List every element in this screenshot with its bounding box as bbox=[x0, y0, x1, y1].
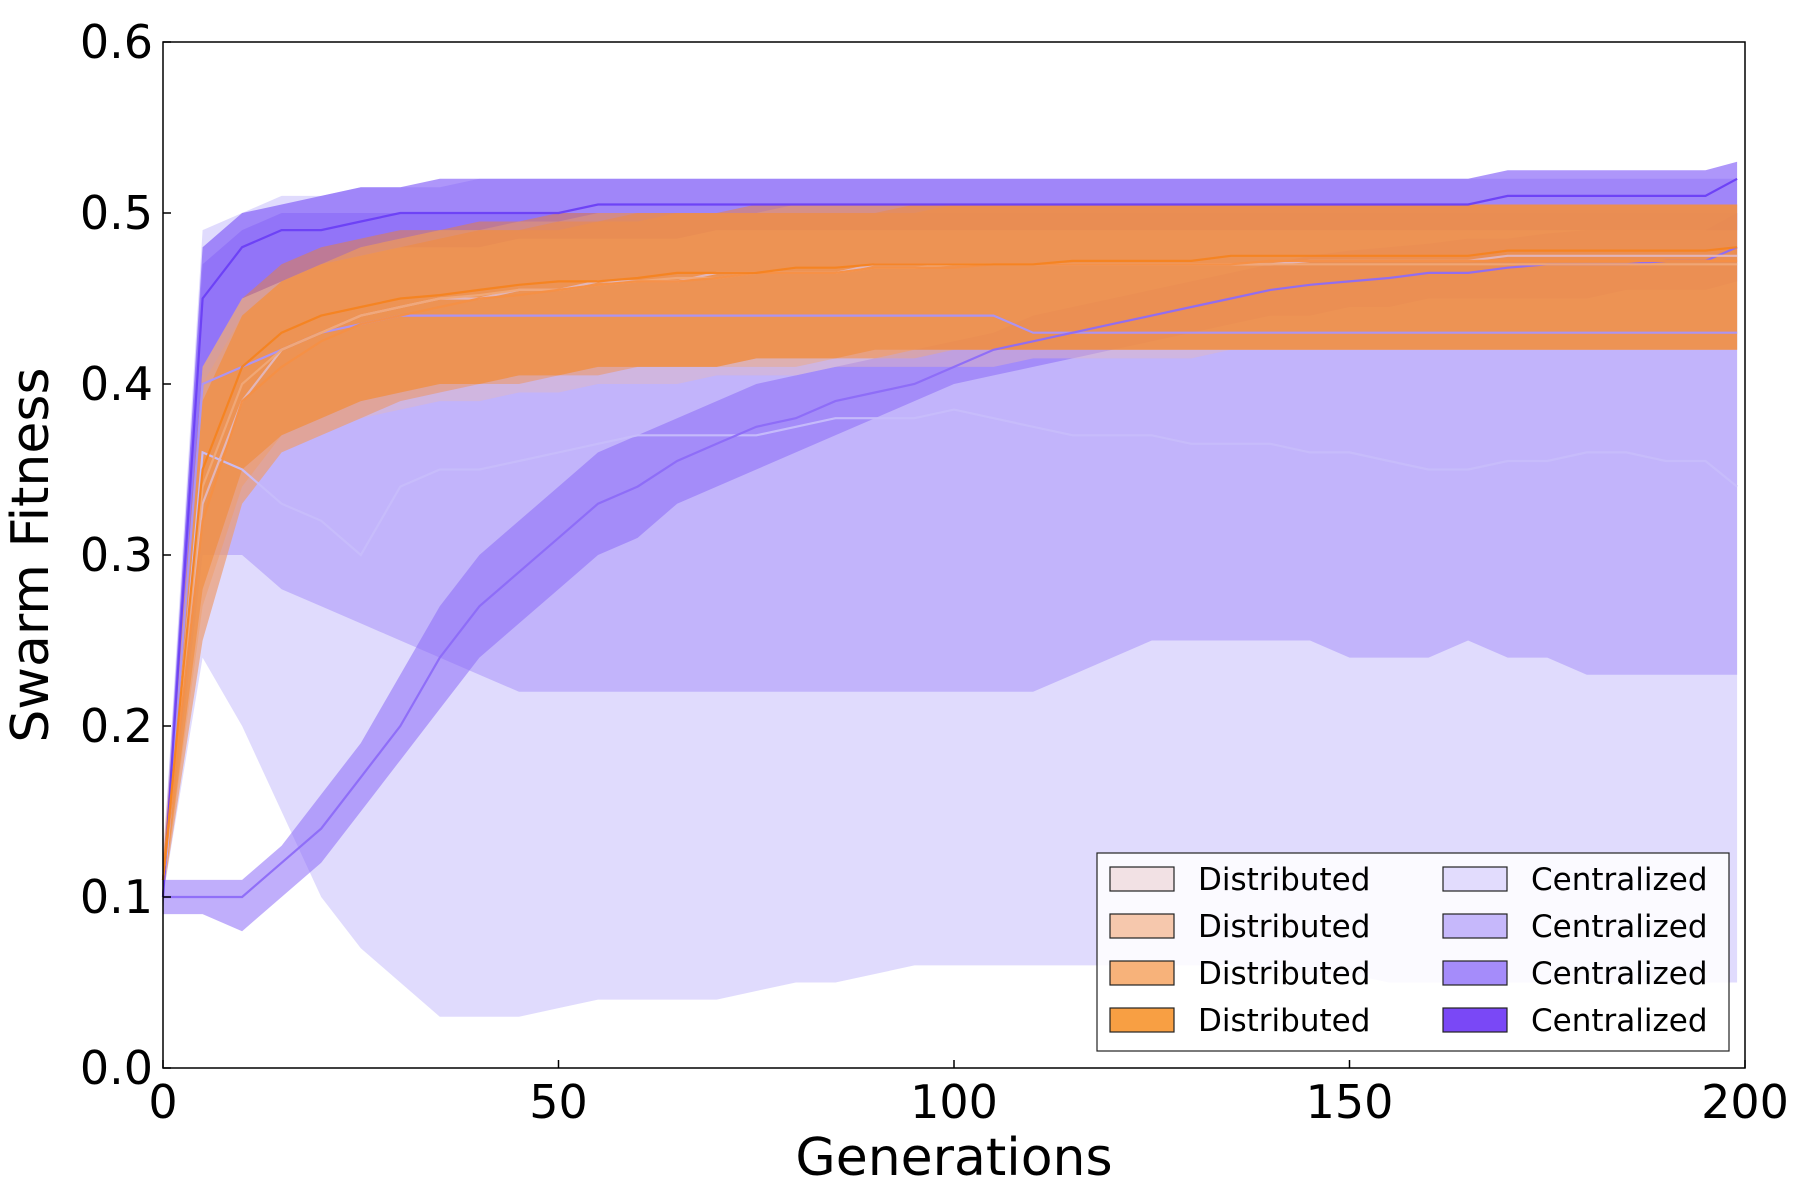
y-tick-label: 0.0 bbox=[80, 1041, 153, 1095]
legend: Distributed Centralized Distributed Central… bbox=[1096, 852, 1730, 1052]
line-centralized-3 bbox=[163, 246, 1738, 899]
line-distributed-3 bbox=[161, 259, 1738, 881]
legend-swatch bbox=[1442, 913, 1508, 939]
x-axis-title: Generations bbox=[795, 1128, 1112, 1188]
legend-swatch bbox=[1109, 866, 1175, 892]
x-tick-label: 200 bbox=[1701, 1075, 1789, 1129]
legend-label: Centralized bbox=[1531, 909, 1708, 945]
legend-swatch bbox=[1109, 960, 1175, 986]
line-distributed-4 bbox=[161, 246, 1738, 881]
legend-swatch bbox=[1442, 866, 1508, 892]
line-centralized-4 bbox=[161, 177, 1738, 898]
mean-lines bbox=[161, 177, 1738, 899]
legend-label: Distributed bbox=[1198, 862, 1370, 898]
y-tick-label: 0.1 bbox=[80, 870, 153, 924]
legend-label: Distributed bbox=[1198, 909, 1370, 945]
legend-swatch bbox=[1442, 1007, 1508, 1033]
x-tick-label: 50 bbox=[529, 1075, 588, 1129]
x-tick-label: 100 bbox=[910, 1075, 998, 1129]
y-axis: 0.0 0.1 0.2 0.3 0.4 0.5 0.6 bbox=[80, 15, 171, 1095]
band-centralized-2 bbox=[163, 213, 1738, 897]
y-axis-title: Swarm Fitness bbox=[1, 367, 61, 742]
band-distributed-1 bbox=[163, 204, 1738, 897]
line-centralized-2 bbox=[161, 314, 1738, 898]
legend-box bbox=[1096, 852, 1730, 1052]
x-axis: 0 50 100 150 200 bbox=[148, 1060, 1789, 1129]
y-tick-label: 0.4 bbox=[80, 357, 153, 411]
legend-label: Centralized bbox=[1531, 956, 1708, 992]
y-tick-label: 0.2 bbox=[80, 699, 153, 753]
band-centralized-4 bbox=[163, 161, 1738, 915]
legend-label: Centralized bbox=[1531, 862, 1708, 898]
y-tick-label: 0.3 bbox=[80, 528, 153, 582]
x-tick-label: 0 bbox=[148, 1075, 177, 1129]
confidence-bands bbox=[163, 161, 1738, 1017]
band-distributed-3 bbox=[163, 204, 1738, 897]
y-tick-label: 0.6 bbox=[80, 15, 153, 69]
line-centralized-1 bbox=[161, 408, 1738, 898]
legend-label: Centralized bbox=[1531, 1003, 1708, 1039]
band-distributed-4 bbox=[163, 204, 1738, 897]
legend-swatch bbox=[1109, 913, 1175, 939]
band-distributed-2 bbox=[163, 204, 1738, 897]
y-tick-label: 0.5 bbox=[80, 186, 153, 240]
band-centralized-3 bbox=[163, 213, 1738, 932]
legend-swatch bbox=[1109, 1007, 1175, 1033]
x-tick-label: 150 bbox=[1306, 1075, 1394, 1129]
legend-label: Distributed bbox=[1198, 1003, 1370, 1039]
legend-swatch bbox=[1442, 960, 1508, 986]
legend-label: Distributed bbox=[1198, 956, 1370, 992]
